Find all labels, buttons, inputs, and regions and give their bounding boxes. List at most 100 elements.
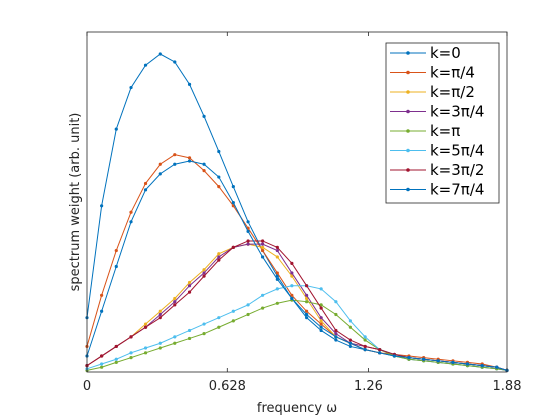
data-point <box>363 338 367 342</box>
data-point <box>114 248 118 253</box>
data-point <box>319 328 323 333</box>
data-point <box>173 162 177 166</box>
data-point <box>275 271 279 275</box>
data-point <box>422 357 426 361</box>
data-point <box>100 309 104 313</box>
data-point <box>217 325 221 329</box>
data-point <box>319 306 323 310</box>
data-point <box>231 185 235 189</box>
data-point <box>246 229 250 233</box>
series-line <box>86 154 508 371</box>
legend-label: k=3π/4 <box>430 103 484 121</box>
data-point <box>231 309 235 313</box>
data-point <box>173 153 177 157</box>
data-point <box>305 309 309 313</box>
data-point <box>187 290 192 294</box>
data-point <box>348 341 352 345</box>
data-point <box>334 312 338 317</box>
data-point <box>290 271 294 275</box>
data-point <box>231 245 235 249</box>
data-point <box>187 156 192 160</box>
data-point <box>246 242 250 246</box>
data-point <box>129 85 133 90</box>
data-point <box>392 354 396 358</box>
data-point <box>334 332 338 336</box>
data-point <box>187 328 192 333</box>
data-point <box>275 287 279 291</box>
legend-item: k=7π/4 <box>390 181 484 199</box>
data-point <box>305 316 309 320</box>
x-tick-label: 0 <box>83 379 91 394</box>
data-point <box>143 351 148 355</box>
data-point <box>290 293 294 297</box>
legend-item: k=π/4 <box>390 64 475 82</box>
data-point <box>275 301 279 305</box>
legend-swatch-marker <box>406 109 410 114</box>
x-tick-label: 0.628 <box>209 379 246 394</box>
data-point <box>246 239 250 243</box>
legend-label: k=7π/4 <box>430 181 484 199</box>
data-point <box>451 360 455 365</box>
legend-swatch-marker <box>406 51 410 55</box>
data-point <box>290 284 294 288</box>
y-axis-label: spectrum weight (arb. unit) <box>68 113 83 292</box>
data-point <box>100 293 104 297</box>
data-point <box>129 220 133 224</box>
data-point <box>217 185 221 189</box>
data-point <box>261 245 265 249</box>
data-point <box>114 357 118 361</box>
data-point <box>275 245 279 249</box>
data-point <box>143 188 148 192</box>
data-point <box>305 300 309 304</box>
data-point <box>363 344 367 349</box>
legend-swatch-marker <box>406 70 410 75</box>
data-point <box>363 348 367 352</box>
data-point <box>158 312 162 317</box>
data-point <box>348 319 352 323</box>
data-point <box>173 341 177 345</box>
data-point <box>173 296 177 301</box>
data-point <box>158 162 162 166</box>
data-point <box>231 201 235 205</box>
legend-item: k=5π/4 <box>390 142 484 160</box>
data-point <box>173 300 177 304</box>
data-point <box>158 309 162 313</box>
data-point <box>305 296 309 301</box>
series-7 <box>85 159 509 372</box>
legend-label: k=5π/4 <box>430 142 484 160</box>
data-point <box>173 303 177 307</box>
data-point <box>305 284 309 288</box>
data-point <box>129 356 133 360</box>
data-point <box>217 149 221 154</box>
data-point <box>202 332 206 336</box>
data-point <box>158 172 162 176</box>
legend-item: k=0 <box>390 44 461 62</box>
data-point <box>246 303 250 307</box>
legend-swatch-marker <box>406 187 410 192</box>
data-point <box>290 261 294 265</box>
data-point <box>202 322 206 326</box>
data-point <box>202 271 206 275</box>
data-point <box>319 319 323 323</box>
data-point <box>261 293 265 297</box>
series-line <box>86 160 508 371</box>
legend-item: k=π/2 <box>390 83 475 101</box>
data-point <box>348 344 352 349</box>
data-point <box>187 82 192 86</box>
data-point <box>407 356 411 360</box>
data-point <box>143 181 148 186</box>
legend-label: k=3π/2 <box>430 161 484 179</box>
x-tick-label: 1.26 <box>354 379 383 394</box>
data-point <box>217 316 221 320</box>
data-point <box>305 293 309 297</box>
data-point <box>261 242 265 246</box>
data-point <box>290 274 294 278</box>
data-point <box>114 264 118 269</box>
data-point <box>290 296 294 301</box>
legend-item: k=π <box>390 122 460 140</box>
data-point <box>334 335 338 339</box>
legend-swatch-marker <box>406 90 410 94</box>
data-point <box>261 248 265 253</box>
data-point <box>305 312 309 317</box>
